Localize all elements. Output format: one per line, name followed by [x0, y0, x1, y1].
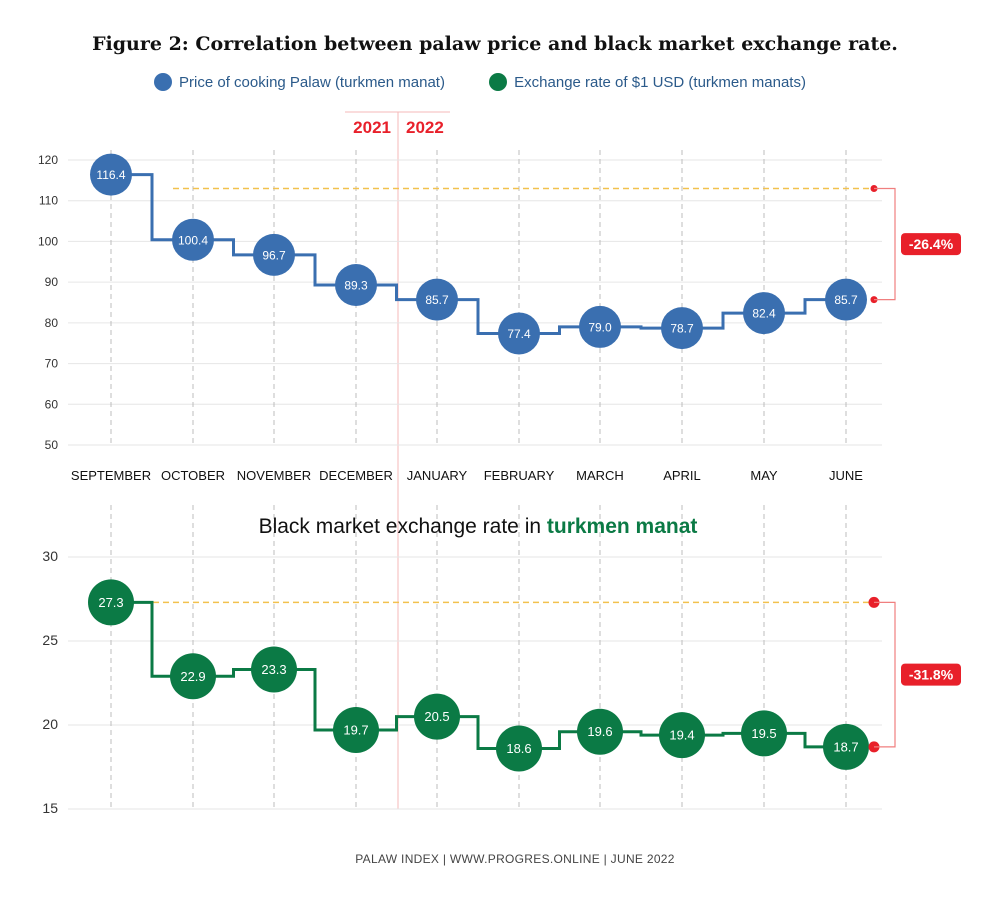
data-point-palaw — [661, 307, 703, 350]
data-label-palaw: 79.0 — [588, 320, 612, 334]
change-label-exchange: -31.8% — [909, 667, 954, 683]
data-point-palaw — [253, 233, 295, 276]
change-label-palaw: -26.4% — [909, 236, 954, 252]
y-tick-label-palaw: 60 — [45, 397, 59, 411]
y-tick-label-palaw: 90 — [45, 275, 59, 289]
bracket-line-palaw — [874, 187, 896, 301]
data-label-exchange: 19.7 — [343, 723, 368, 738]
y-tick-label-palaw: 70 — [45, 357, 59, 371]
data-point-palaw — [579, 305, 621, 348]
legend-item-exchange: Exchange rate of $1 USD (turkmen manats) — [489, 73, 806, 91]
data-point-palaw — [90, 153, 132, 196]
y-tick-label-palaw: 120 — [38, 153, 58, 167]
data-label-palaw: 85.7 — [425, 293, 449, 307]
data-label-exchange: 18.7 — [833, 739, 858, 754]
step-line-exchange — [111, 600, 846, 751]
data-label-palaw: 85.7 — [834, 293, 858, 307]
x-tick-label: OCTOBER — [161, 468, 225, 483]
data-label-exchange: 18.6 — [506, 741, 531, 756]
y-tick-label-exchange: 25 — [42, 632, 58, 648]
legend-item-palaw: Price of cooking Palaw (turkmen manat) — [154, 73, 445, 91]
data-label-exchange: 19.5 — [751, 726, 776, 741]
panel-title-highlight: turkmen manat — [547, 515, 698, 538]
y-tick-label-exchange: 30 — [42, 548, 58, 564]
data-point-exchange — [251, 646, 297, 693]
x-tick-label: FEBRUARY — [484, 468, 555, 483]
y-tick-label-exchange: 20 — [42, 716, 58, 732]
x-tick-label: DECEMBER — [319, 468, 393, 483]
y-tick-label-palaw: 80 — [45, 316, 59, 330]
panel-title-exchange: Black market exchange rate in turkmen ma… — [259, 515, 698, 538]
data-point-palaw — [335, 263, 377, 306]
data-point-exchange — [88, 579, 134, 626]
data-label-palaw: 78.7 — [670, 322, 694, 336]
data-point-palaw — [172, 218, 214, 261]
data-point-exchange — [333, 707, 379, 754]
data-point-exchange — [741, 710, 787, 757]
data-point-exchange — [577, 708, 623, 755]
data-label-palaw: 82.4 — [752, 307, 776, 321]
legend-label-palaw: Price of cooking Palaw (turkmen manat) — [179, 73, 445, 91]
data-point-exchange — [170, 653, 216, 700]
data-label-palaw: 89.3 — [344, 278, 368, 292]
data-label-exchange: 20.5 — [424, 709, 449, 724]
data-point-palaw — [825, 278, 867, 321]
data-label-palaw: 116.4 — [96, 168, 125, 182]
x-tick-label: MAY — [750, 468, 778, 483]
x-tick-label: MARCH — [576, 468, 624, 483]
footer: PALAW INDEX | WWW.PROGRES.ONLINE | JUNE … — [355, 852, 675, 866]
chart-title: Figure 2: Correlation between palaw pric… — [92, 33, 898, 55]
y-tick-label-palaw: 110 — [39, 194, 58, 208]
data-point-palaw — [416, 278, 458, 321]
year-label-2021: 2021 — [353, 118, 391, 137]
data-label-exchange: 19.4 — [669, 728, 694, 743]
change-badge-palaw — [901, 233, 961, 256]
data-label-exchange: 23.3 — [261, 662, 286, 677]
x-tick-label: JANUARY — [407, 468, 468, 483]
y-tick-label-palaw: 100 — [38, 234, 58, 248]
legend: Price of cooking Palaw (turkmen manat) E… — [0, 73, 960, 95]
data-label-palaw: 77.4 — [507, 327, 531, 341]
change-badge-exchange — [901, 663, 961, 686]
panel-title-text: Black market exchange rate in — [259, 515, 547, 538]
year-label-2022: 2022 — [406, 118, 444, 137]
data-label-exchange: 27.3 — [98, 595, 123, 610]
legend-swatch-exchange — [489, 73, 508, 91]
data-point-exchange — [496, 725, 542, 772]
x-tick-label: JUNE — [829, 468, 863, 483]
data-label-palaw: 100.4 — [178, 233, 208, 247]
x-tick-label: NOVEMBER — [237, 468, 311, 483]
step-line-palaw — [111, 173, 846, 335]
data-label-exchange: 19.6 — [587, 724, 612, 739]
legend-swatch-palaw — [154, 73, 173, 91]
data-label-palaw: 96.7 — [262, 248, 286, 262]
data-point-palaw — [498, 312, 540, 355]
data-point-exchange — [414, 693, 460, 740]
x-tick-label: APRIL — [663, 468, 701, 483]
data-label-exchange: 22.9 — [180, 669, 205, 684]
x-tick-label: SEPTEMBER — [71, 468, 151, 483]
data-point-exchange — [823, 723, 869, 770]
legend-label-exchange: Exchange rate of $1 USD (turkmen manats) — [514, 73, 806, 91]
y-tick-label-exchange: 15 — [42, 800, 58, 816]
data-point-exchange — [659, 712, 705, 759]
y-tick-label-palaw: 50 — [45, 438, 59, 452]
data-point-palaw — [743, 292, 785, 335]
bracket-line-exchange — [874, 601, 896, 748]
